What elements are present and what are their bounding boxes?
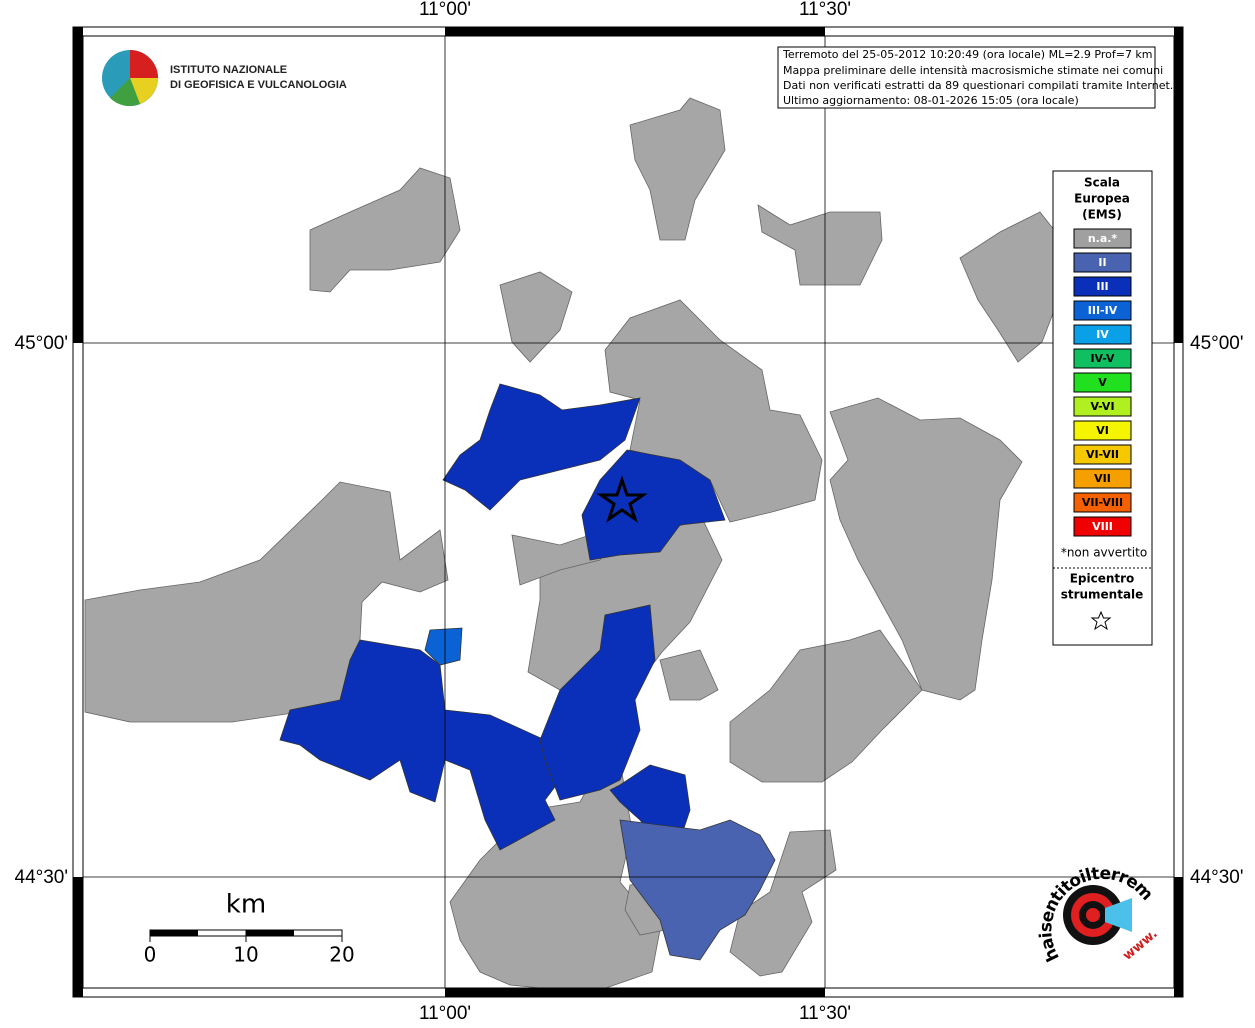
legend-label: III-IV bbox=[1088, 304, 1118, 317]
lat-label: 45°00' bbox=[15, 333, 69, 354]
legend-swatch bbox=[1073, 276, 1132, 297]
legend-label: VI-VII bbox=[1086, 448, 1119, 461]
legend-swatch bbox=[1073, 396, 1132, 417]
lon-label: 11°00' bbox=[419, 1003, 471, 1024]
legend-epicenter: strumentale bbox=[1061, 588, 1144, 602]
logo-text: DI GEOFISICA E VULCANOLOGIA bbox=[170, 79, 347, 91]
legend-swatch bbox=[1073, 420, 1132, 441]
legend-swatch bbox=[1073, 444, 1132, 465]
info-line: Terremoto del 25-05-2012 10:20:49 (ora l… bbox=[782, 48, 1153, 61]
ingv-logo: ISTITUTO NAZIONALE DI GEOFISICA E VULCAN… bbox=[102, 50, 347, 107]
scale-bar: km 0 10 20 bbox=[144, 890, 355, 967]
legend-swatch bbox=[1073, 516, 1132, 537]
scale-label: 10 bbox=[233, 943, 258, 967]
legend-swatch bbox=[1073, 348, 1132, 369]
legend-label: n.a.* bbox=[1088, 232, 1118, 245]
epicenter-star bbox=[596, 475, 648, 523]
legend-label: IV bbox=[1096, 328, 1109, 341]
legend-swatch bbox=[1073, 300, 1132, 321]
legend-title: Scala bbox=[1084, 176, 1120, 190]
info-line: Mappa preliminare delle intensità macros… bbox=[783, 64, 1163, 77]
legend-label: VI bbox=[1096, 424, 1109, 437]
scale-unit: km bbox=[226, 890, 266, 920]
legend-epicenter: Epicentro bbox=[1070, 572, 1135, 586]
lat-label: 44°30' bbox=[1190, 867, 1244, 888]
legend-label: VII-VIII bbox=[1082, 496, 1123, 509]
legend-swatch bbox=[1073, 492, 1132, 513]
axis-labels: 11°00' 11°30' 11°00' 11°30' 45°00' 44°30… bbox=[15, 0, 1244, 1024]
felt-municipalities bbox=[279, 383, 776, 961]
info-line: Ultimo aggiornamento: 08-01-2026 15:05 (… bbox=[783, 94, 1079, 107]
legend-label: IV-V bbox=[1090, 352, 1115, 365]
municipalities bbox=[84, 97, 1063, 991]
lat-label: 44°30' bbox=[15, 867, 69, 888]
graticule bbox=[83, 36, 1174, 988]
legend: Scala Europea (EMS) *non avvertito Epice… bbox=[1052, 170, 1153, 646]
legend-label: VII bbox=[1094, 472, 1111, 485]
lon-label: 11°30' bbox=[799, 1003, 851, 1024]
scale-label: 0 bbox=[144, 943, 157, 967]
info-box: Terremoto del 25-05-2012 10:20:49 (ora l… bbox=[777, 46, 1173, 109]
legend-label: V-VI bbox=[1090, 400, 1114, 413]
legend-note: *non avvertito bbox=[1061, 546, 1147, 560]
legend-title: (EMS) bbox=[1082, 208, 1122, 222]
legend-label: III bbox=[1096, 280, 1108, 293]
legend-star bbox=[1090, 610, 1112, 631]
lat-label: 45°00' bbox=[1190, 333, 1244, 354]
info-line: Dati non verificati estratti da 89 quest… bbox=[783, 79, 1173, 92]
legend-label: V bbox=[1098, 376, 1107, 389]
legend-label: II bbox=[1098, 256, 1106, 269]
lon-label: 11°00' bbox=[419, 0, 471, 20]
legend-swatch bbox=[1073, 252, 1132, 273]
legend-swatch bbox=[1073, 324, 1132, 345]
legend-swatch bbox=[1073, 372, 1132, 393]
legend-title: Europea bbox=[1074, 192, 1130, 206]
scale-label: 20 bbox=[329, 943, 354, 967]
legend-swatch bbox=[1073, 468, 1132, 489]
legend-label: VIII bbox=[1092, 520, 1113, 533]
lon-label: 11°30' bbox=[799, 0, 851, 20]
logo-text: ISTITUTO NAZIONALE bbox=[170, 64, 287, 76]
legend-swatch bbox=[1073, 228, 1132, 249]
frame bbox=[72, 26, 1184, 998]
